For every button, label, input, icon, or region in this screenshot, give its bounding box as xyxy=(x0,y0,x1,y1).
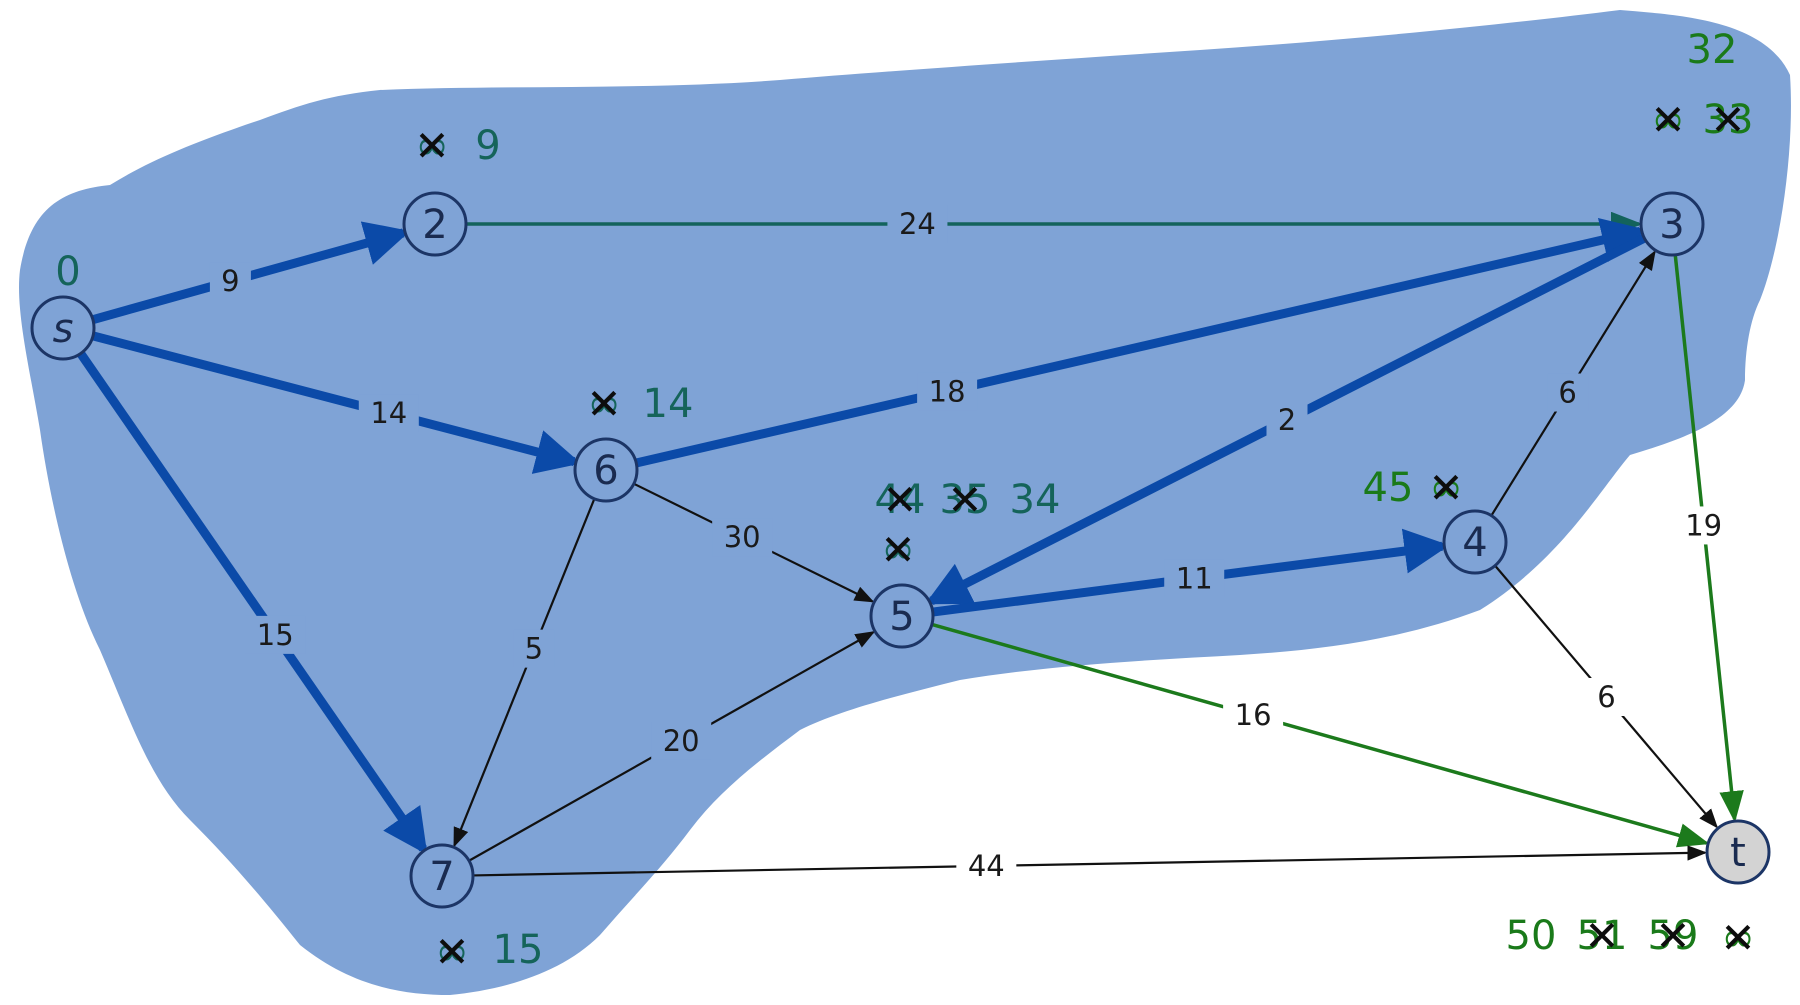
distance-label-5: 44 xyxy=(875,477,926,523)
distance-label-3: 33 xyxy=(1703,97,1754,143)
distance-label-s: 0 xyxy=(55,249,80,295)
crossed-out-mark: ✕ xyxy=(1428,464,1463,513)
edge-label-bg xyxy=(1223,696,1284,735)
edge-label-bg xyxy=(917,372,978,411)
node-label: 6 xyxy=(593,448,618,494)
crossed-out-mark: ✕ xyxy=(1710,96,1745,145)
edge-weight-label: 18 xyxy=(929,374,966,408)
edge-weight-label: 24 xyxy=(899,207,936,241)
node-circle xyxy=(409,843,475,909)
edge-label-bg xyxy=(1547,373,1589,412)
edge-weight-label: 6 xyxy=(1597,680,1615,714)
distance-label-7: ∞ xyxy=(435,929,468,975)
distance-label-t: 50 xyxy=(1506,913,1557,959)
node-7: 7 xyxy=(409,843,475,909)
node-label: s xyxy=(53,306,74,352)
edge-7-t xyxy=(472,845,1708,877)
edge-weight-label: 20 xyxy=(663,724,700,758)
crossed-out-mark: ✕ xyxy=(586,380,621,429)
node-circle xyxy=(573,437,639,503)
node-label: 4 xyxy=(1462,520,1487,566)
edge-label-bg xyxy=(887,205,948,243)
distance-label-5: ∞ xyxy=(881,527,914,573)
edge-weight-label: 44 xyxy=(968,849,1005,883)
edge-s-7 xyxy=(76,350,428,855)
edge-weight-label: 30 xyxy=(724,520,761,554)
edge-5-t xyxy=(931,622,1710,848)
crossed-out-mark: ✕ xyxy=(414,122,449,171)
node-5: 5 xyxy=(869,583,935,649)
node-t: t xyxy=(1705,819,1771,885)
edge-weight-label: 14 xyxy=(370,396,407,430)
node-label: 5 xyxy=(889,594,914,640)
explored-region-blob xyxy=(19,10,1791,995)
crossed-out-mark: ✕ xyxy=(880,526,915,575)
edge-weight-label: 11 xyxy=(1176,561,1213,595)
crossed-out-mark: ✕ xyxy=(882,476,917,525)
node-circle xyxy=(402,191,468,257)
edge-weight-label: 9 xyxy=(221,264,239,298)
node-2: 2 xyxy=(402,191,468,257)
edge-label-bg xyxy=(1164,559,1225,598)
crossed-out-mark: ✕ xyxy=(947,476,982,525)
node-s: s xyxy=(30,295,96,361)
edge-label-bg xyxy=(651,721,712,760)
node-4: 4 xyxy=(1442,509,1508,575)
edge-label-bg xyxy=(1673,506,1734,545)
edge-weight-label: 16 xyxy=(1235,698,1272,732)
distance-label-2: ∞ xyxy=(415,123,448,169)
edge-6-3 xyxy=(635,217,1647,468)
distance-label-4: ∞ xyxy=(1429,465,1462,511)
edge-s-6 xyxy=(91,331,582,474)
edge-weight-label: 2 xyxy=(1278,403,1296,437)
edge-6-7 xyxy=(453,498,596,848)
edge-label-bg xyxy=(513,629,555,668)
node-label: 3 xyxy=(1659,202,1684,248)
node-circle xyxy=(869,583,935,649)
crossed-out-mark: ✕ xyxy=(1584,912,1619,961)
crossed-out-mark: ✕ xyxy=(1720,914,1755,963)
distance-label-3: 32 xyxy=(1687,27,1738,73)
distance-label-t: 59 xyxy=(1648,913,1699,959)
node-circle xyxy=(1442,509,1508,575)
node-6: 6 xyxy=(573,437,639,503)
distance-label-6: 14 xyxy=(643,381,694,427)
edge-label-bg xyxy=(358,394,419,433)
crossed-out-mark: ✕ xyxy=(434,928,469,977)
distance-label-3: ∞ xyxy=(1651,97,1684,143)
distance-label-t: 51 xyxy=(1577,913,1628,959)
node-label: t xyxy=(1730,830,1746,876)
node-circle xyxy=(1705,819,1771,885)
edge-label-bg xyxy=(1266,401,1308,439)
distance-label-6: ∞ xyxy=(587,381,620,427)
edge-weight-label: 15 xyxy=(257,618,294,652)
node-circle xyxy=(1639,191,1705,257)
distance-label-4: 45 xyxy=(1363,465,1414,511)
crossed-out-mark: ✕ xyxy=(1650,96,1685,145)
distance-label-7: 15 xyxy=(493,927,544,973)
edge-label-bg xyxy=(1586,678,1627,716)
distance-label-t: ∞ xyxy=(1721,915,1754,961)
edge-weight-label: 6 xyxy=(1558,376,1576,410)
edge-weight-label: 19 xyxy=(1685,508,1722,542)
edge-weight-label: 5 xyxy=(525,632,543,666)
distance-label-2: 9 xyxy=(475,123,500,169)
edge-label-bg xyxy=(956,846,1017,885)
node-3: 3 xyxy=(1639,191,1705,257)
edge-label-bg xyxy=(712,518,773,557)
distance-label-5: 35 xyxy=(940,477,991,523)
edge-label-bg xyxy=(209,262,251,301)
crossed-out-mark: ✕ xyxy=(1655,912,1690,961)
node-label: 2 xyxy=(422,202,447,248)
node-label: 7 xyxy=(429,854,454,900)
distance-label-5: 34 xyxy=(1010,477,1061,523)
node-circle xyxy=(30,295,96,361)
edge-label-bg xyxy=(245,615,306,654)
